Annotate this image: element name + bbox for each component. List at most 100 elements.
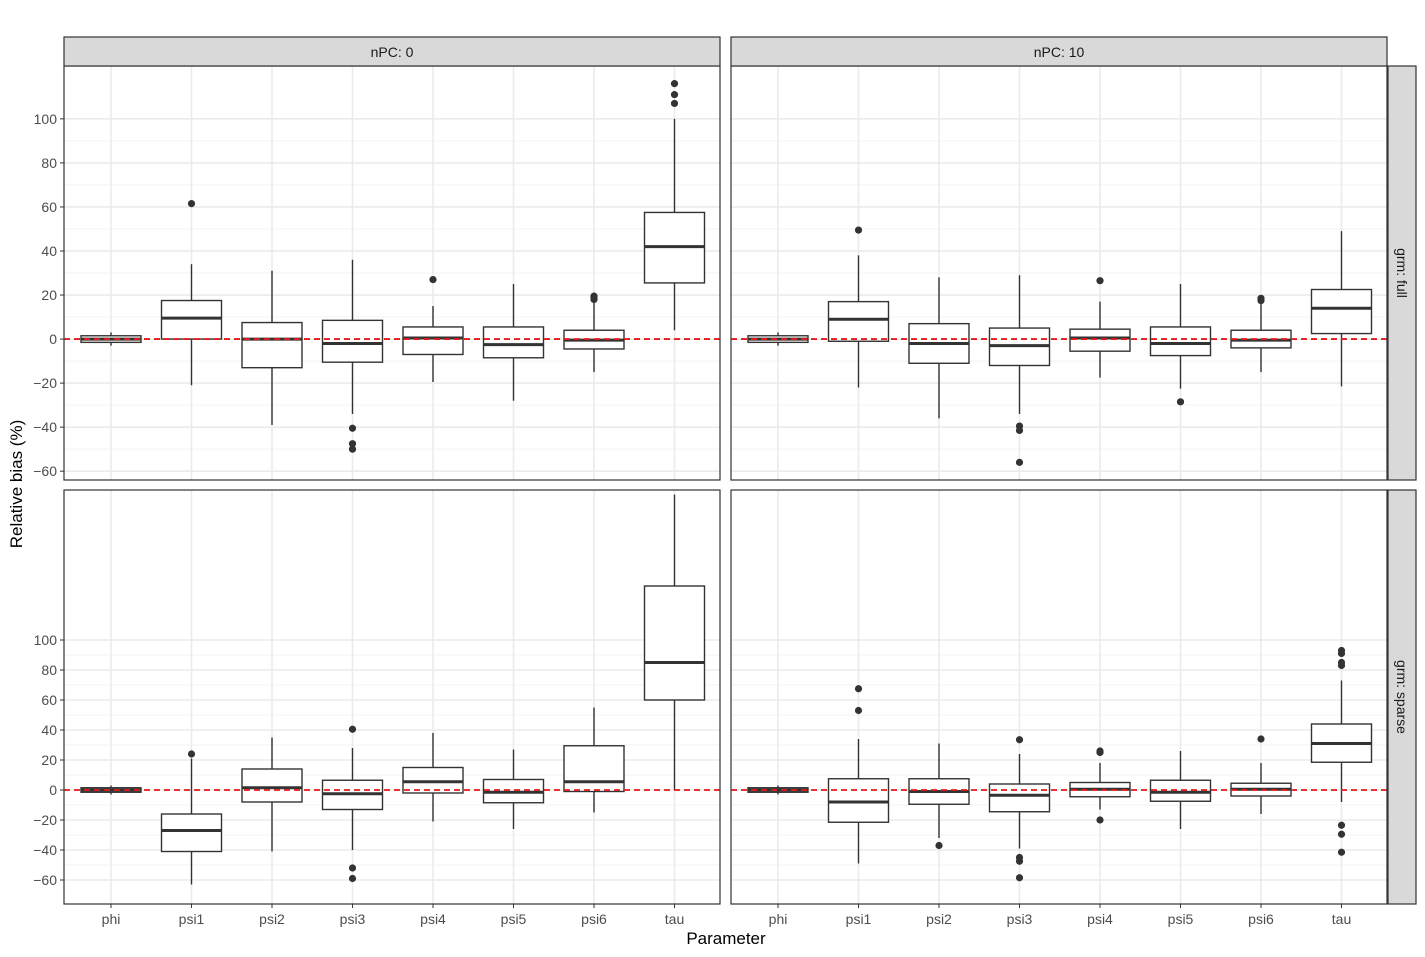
box-iqr bbox=[402, 326, 464, 356]
box-iqr bbox=[988, 783, 1051, 813]
x-tick-label: tau bbox=[1332, 911, 1351, 927]
outlier-point bbox=[348, 864, 357, 872]
x-tick-label: psi5 bbox=[1168, 911, 1194, 927]
box-psi2 bbox=[908, 743, 970, 850]
row-strip-label: grm: sparse bbox=[1394, 660, 1410, 734]
outlier-point bbox=[348, 440, 357, 448]
outlier-point bbox=[348, 445, 357, 453]
box-iqr bbox=[160, 813, 223, 853]
y-tick-label: −40 bbox=[33, 419, 57, 435]
outlier-point bbox=[1337, 658, 1346, 667]
box-psi6 bbox=[563, 707, 625, 813]
box-phi bbox=[747, 785, 809, 795]
outlier-point bbox=[1257, 294, 1265, 302]
outlier-point bbox=[1337, 821, 1346, 829]
box-tau bbox=[1310, 646, 1373, 856]
x-tick-label: psi6 bbox=[581, 911, 607, 927]
box-phi bbox=[80, 785, 142, 795]
panel-boxes-nPC10-grmfull bbox=[747, 226, 1373, 466]
panel-boxes-nPC10-grmsparse bbox=[747, 646, 1373, 882]
y-tick-label: 80 bbox=[41, 662, 57, 678]
outlier-point bbox=[670, 80, 679, 88]
panel-background bbox=[731, 490, 1387, 904]
outlier-point bbox=[1015, 874, 1024, 882]
outlier-point bbox=[854, 685, 863, 693]
x-tick-label: psi4 bbox=[1087, 911, 1113, 927]
box-tau bbox=[643, 80, 706, 331]
y-tick-label: 40 bbox=[41, 243, 57, 259]
box-tau bbox=[643, 494, 706, 790]
box-tau bbox=[1310, 231, 1373, 387]
box-psi3 bbox=[988, 275, 1051, 466]
outlier-point bbox=[1337, 848, 1346, 856]
x-axis-title: Parameter bbox=[686, 929, 766, 948]
y-tick-label: 20 bbox=[41, 752, 57, 768]
box-iqr bbox=[1310, 288, 1373, 335]
y-axis-title: Relative bias (%) bbox=[7, 420, 26, 549]
outlier-point bbox=[935, 841, 943, 850]
x-tick-label: tau bbox=[665, 911, 684, 927]
y-tick-label: −20 bbox=[33, 812, 57, 828]
outlier-point bbox=[187, 200, 196, 208]
x-tick-label: psi6 bbox=[1248, 911, 1274, 927]
outlier-point bbox=[670, 91, 679, 99]
box-psi2 bbox=[241, 737, 303, 852]
box-phi bbox=[747, 332, 809, 346]
axis-ticks: 100 80 60 40 20 0 −20 −40 −60 100 80 60 40 20 0 −20 −40 −… bbox=[33, 111, 1351, 927]
outlier-point bbox=[1096, 816, 1104, 824]
column-strip-label: nPC: 0 bbox=[371, 44, 414, 60]
box-psi2 bbox=[908, 277, 970, 419]
outlier-point bbox=[670, 99, 679, 108]
box-psi5 bbox=[482, 749, 545, 829]
y-tick-label: −60 bbox=[33, 872, 57, 888]
panel-frame bbox=[63, 489, 721, 905]
outlier-point bbox=[348, 424, 357, 432]
outlier-point bbox=[1015, 458, 1024, 466]
y-tick-label: 0 bbox=[49, 331, 57, 347]
row-strip bbox=[1387, 65, 1417, 481]
box-iqr bbox=[241, 321, 303, 369]
box-iqr bbox=[643, 585, 706, 701]
outlier-point bbox=[1096, 747, 1104, 755]
facet-strips: nPC: 0 nPC: 10 grm: full grm: sparse bbox=[63, 36, 1417, 905]
box-psi4 bbox=[1069, 747, 1131, 824]
column-strip-label: nPC: 10 bbox=[1034, 44, 1085, 60]
panel-frames bbox=[63, 65, 1388, 905]
x-tick-label: phi bbox=[102, 911, 121, 927]
y-tick-label: 0 bbox=[49, 782, 57, 798]
box-psi4 bbox=[402, 276, 464, 383]
gridlines bbox=[64, 66, 1387, 904]
row-strip bbox=[1387, 489, 1417, 905]
box-iqr bbox=[827, 300, 890, 342]
y-tick-label: 100 bbox=[34, 632, 58, 648]
outlier-point bbox=[187, 750, 196, 758]
outlier-point bbox=[1257, 735, 1265, 743]
x-tick-label: psi3 bbox=[340, 911, 366, 927]
outlier-point bbox=[854, 706, 863, 715]
x-tick-label: psi1 bbox=[179, 911, 205, 927]
outlier-point bbox=[1096, 277, 1104, 285]
y-tick-label: 60 bbox=[41, 199, 57, 215]
box-psi4 bbox=[1069, 277, 1131, 378]
y-tick-label: 20 bbox=[41, 287, 57, 303]
box-psi1 bbox=[827, 226, 890, 388]
box-iqr bbox=[1069, 328, 1131, 352]
outlier-point bbox=[1176, 398, 1185, 406]
y-tick-label: 100 bbox=[34, 111, 58, 127]
box-psi3 bbox=[321, 259, 384, 453]
outlier-point bbox=[1015, 426, 1024, 435]
outlier-point bbox=[348, 725, 357, 733]
box-psi5 bbox=[1149, 284, 1212, 406]
x-tick-label: psi2 bbox=[926, 911, 952, 927]
y-tick-label: −20 bbox=[33, 375, 57, 391]
box-iqr bbox=[241, 768, 303, 803]
box-psi2 bbox=[241, 270, 303, 425]
box-iqr bbox=[321, 319, 384, 363]
y-tick-label: 60 bbox=[41, 692, 57, 708]
y-tick-label: 80 bbox=[41, 155, 57, 171]
box-psi5 bbox=[1149, 751, 1212, 829]
x-tick-label: psi2 bbox=[259, 911, 285, 927]
x-tick-label: psi5 bbox=[501, 911, 527, 927]
panel-boxes-nPC0-grmsparse bbox=[80, 494, 706, 885]
box-psi4 bbox=[402, 733, 464, 822]
